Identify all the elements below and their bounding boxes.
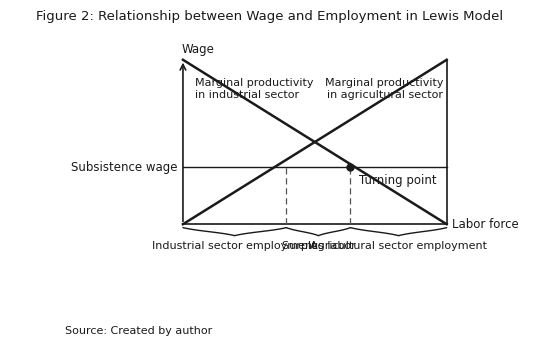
Text: Labor force: Labor force bbox=[452, 218, 519, 231]
Text: Turning point: Turning point bbox=[360, 174, 437, 187]
Text: Agricultural sector employment: Agricultural sector employment bbox=[310, 242, 487, 251]
Text: Industrial sector employment: Industrial sector employment bbox=[152, 242, 317, 251]
Text: Figure 2: Relationship between Wage and Employment in Lewis Model: Figure 2: Relationship between Wage and … bbox=[36, 10, 504, 24]
Text: Wage: Wage bbox=[181, 43, 214, 56]
Text: Marginal productivity
in agricultural sector: Marginal productivity in agricultural se… bbox=[325, 78, 443, 100]
Text: Surplus labor: Surplus labor bbox=[281, 242, 355, 251]
Text: Marginal productivity
in industrial sector: Marginal productivity in industrial sect… bbox=[195, 78, 314, 100]
Text: Source: Created by author: Source: Created by author bbox=[65, 326, 212, 336]
Text: Subsistence wage: Subsistence wage bbox=[71, 161, 178, 174]
